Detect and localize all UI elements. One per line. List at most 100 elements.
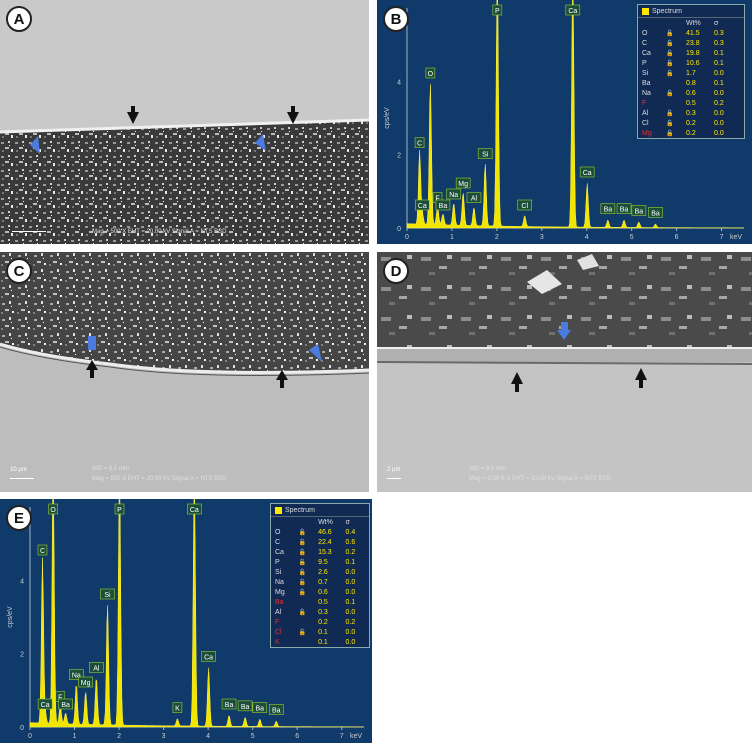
black-arrow-icon — [86, 360, 98, 370]
element-symbol: Cl — [275, 628, 282, 636]
spectrum-curve — [29, 499, 365, 728]
peak-label: Na — [72, 673, 81, 680]
x-tick-label: 5 — [251, 733, 255, 740]
weight-percent: 10.6 — [686, 59, 700, 67]
spectrum-row: Ba 0.8 0.1 — [638, 78, 744, 88]
spectrum-table-e: Spectrum Wt% σ O 🔓 46.6 0.4 C 🔓 22.4 0.6 Ca 🔓 15.3… — [270, 503, 370, 648]
weight-percent: 19.8 — [686, 49, 700, 57]
spectrum-row: Na 🔓 0.7 0.0 — [271, 577, 369, 587]
weight-percent: 0.6 — [686, 89, 696, 97]
element-symbol: Na — [275, 578, 284, 586]
peak-label-box — [114, 503, 125, 515]
weight-percent: 0.2 — [318, 618, 328, 626]
peak-label-box — [435, 199, 451, 211]
sem-panel-d: D 2 µm WD = 8.5 mm Mag = 2.00 K X EHT = … — [377, 252, 752, 492]
y-tick-label: 2 — [397, 153, 401, 160]
peak-label-box — [69, 669, 84, 680]
peak-label-box — [237, 700, 253, 712]
peak-label-box — [100, 588, 115, 600]
element-symbol: Al — [275, 608, 282, 616]
x-tick-label: 3 — [540, 234, 544, 241]
y-tick-label: 2 — [20, 652, 24, 659]
sigma-value: 0.4 — [345, 528, 356, 536]
weight-percent: 0.2 — [686, 129, 696, 137]
sem-panel-c: C 10 µm WD = 8.5 mm Mag = 500 X EHT = 20… — [0, 252, 369, 492]
x-tick-label: 1 — [73, 733, 77, 740]
black-arrow-icon — [511, 372, 523, 384]
weight-percent: 46.6 — [318, 528, 332, 536]
lock-icon: 🔓 — [666, 60, 674, 67]
element-symbol: Ba — [642, 79, 651, 87]
spectrum-row: Si 🔓 1.7 0.0 — [638, 68, 744, 78]
spectrum-row: Ca 🔓 19.8 0.1 — [638, 48, 744, 58]
lock-icon: 🔓 — [298, 529, 306, 536]
lock-icon: 🔓 — [666, 120, 674, 127]
lock-icon: 🔓 — [666, 110, 674, 117]
element-symbol: P — [642, 59, 647, 67]
sem-panel-a: A Mag = 500 X EHT = 20.00 kV Signal A = … — [0, 0, 369, 244]
x-tick-label: 5 — [630, 234, 634, 241]
peak-label-box — [252, 702, 268, 713]
spectrum-row: K 0.1 0.0 — [271, 637, 369, 647]
black-arrow-icon — [287, 112, 299, 124]
peak-label: Ca — [190, 507, 199, 514]
spectrum-row: Al 🔓 0.3 0.0 — [638, 108, 744, 118]
element-symbol: K — [275, 638, 280, 646]
sigma-value: 0.0 — [714, 109, 724, 117]
lock-icon: 🔓 — [666, 70, 674, 77]
eds-panel-b: 0 1 2 3 4 5 6 7 0 2 4 cps/eV keV C O Ca F Ba Na Mg Al Si P Cl Ca… — [377, 0, 752, 244]
sigma-value: 0.0 — [345, 638, 356, 646]
blue-arrow-icon — [255, 134, 266, 151]
spectrum-row: F 0.5 0.2 — [638, 98, 744, 108]
black-arrow-icon — [127, 112, 139, 124]
weight-percent: 0.7 — [318, 578, 328, 586]
spectrum-table-b: Spectrum Wt% σ O 🔓 41.5 0.3 C 🔓 23.8 0.3 Ca 🔓 19.8… — [637, 4, 745, 139]
x-tick-label: 1 — [450, 234, 454, 241]
lock-icon: 🔓 — [298, 549, 306, 556]
x-tick-label: 7 — [340, 733, 344, 740]
panel-label-a: A — [6, 6, 32, 32]
peak-label: Ba — [620, 207, 629, 214]
peak-label: C — [417, 141, 422, 148]
element-symbol: Si — [642, 69, 649, 77]
blue-arrow-icon — [557, 330, 571, 340]
peak-label: P — [495, 8, 500, 15]
lock-icon: 🔓 — [298, 569, 306, 576]
peak-label-box — [631, 205, 647, 216]
x-tick-label: 7 — [720, 234, 724, 241]
peak-label: Ba — [439, 203, 448, 210]
lock-icon: 🔓 — [666, 40, 674, 47]
weight-percent: 23.8 — [686, 39, 700, 47]
sigma-value: 0.1 — [714, 49, 724, 57]
peak-label: Ba — [635, 209, 644, 216]
peak-label-box — [89, 662, 104, 673]
lock-icon: 🔓 — [298, 629, 306, 636]
peak-label-box — [187, 503, 202, 515]
weight-percent: 1.7 — [686, 69, 696, 77]
element-symbol: F — [275, 618, 280, 626]
peak-label: Ba — [651, 210, 660, 217]
sigma-value: 0.1 — [714, 79, 724, 87]
peak-label: Ca — [204, 654, 213, 661]
blue-arrow-icon — [30, 136, 40, 154]
peak-label: Cl — [521, 203, 528, 210]
peak-label: Ba — [604, 207, 613, 214]
sem-info-d-mag: Mag = 2.00 K X EHT = 20.00 kV Signal A =… — [469, 476, 611, 482]
peak-label: O — [50, 507, 56, 514]
peak-label: Ba — [225, 702, 234, 709]
element-symbol: Mg — [275, 588, 285, 596]
x-tick-label: 3 — [162, 733, 166, 740]
weight-percent: 0.5 — [318, 598, 328, 606]
x-tick-label: 6 — [675, 234, 679, 241]
peak-label: Mg — [81, 680, 91, 687]
peak-label: K — [175, 706, 180, 713]
lock-icon: 🔓 — [298, 609, 306, 616]
peak-label: Ca — [583, 170, 592, 177]
spectrum-header-row: Wt% σ — [318, 518, 350, 526]
sigma-value: 0.0 — [345, 608, 356, 616]
peak-label: Na — [449, 192, 458, 199]
peak-label-box — [492, 4, 503, 16]
sigma-value: 0.0 — [345, 588, 356, 596]
eds-spectrum-b: 0 1 2 3 4 5 6 7024cps/eVkeVCOCaFBaNaMgAlSiPClCa… — [384, 0, 745, 241]
element-symbol: Cl — [642, 119, 649, 127]
